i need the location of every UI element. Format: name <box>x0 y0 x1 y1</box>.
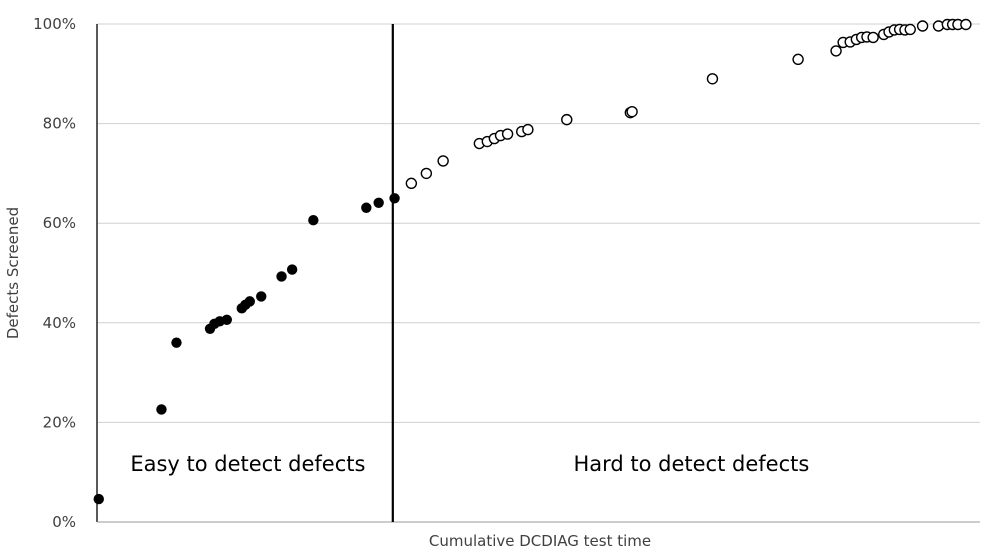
data-point-hollow <box>420 167 433 180</box>
data-point-filled <box>286 264 298 275</box>
gridlines <box>97 23 980 423</box>
data-point-hollow <box>561 113 573 126</box>
y-tick-label: 40% <box>43 314 76 332</box>
data-point-hollow <box>626 105 638 118</box>
data-point-filled <box>93 493 104 505</box>
data-point-hollow <box>916 20 929 32</box>
data-point-filled <box>156 404 167 415</box>
data-point-hollow <box>405 177 418 190</box>
data-point-hollow <box>830 45 842 57</box>
region-label-easy: Easy to detect defects <box>130 452 365 476</box>
data-point-filled <box>256 291 267 302</box>
data-point-filled <box>361 202 372 213</box>
data-point-filled <box>244 296 255 307</box>
y-tick-labels: 0% 20% 40% 60% 80% 100% <box>33 15 76 531</box>
data-point-hollow <box>522 123 534 136</box>
y-tick-label: 20% <box>43 413 76 431</box>
data-point-filled <box>276 271 287 282</box>
y-axis-title: Defects Screened <box>4 207 22 339</box>
y-tick-label: 80% <box>43 115 76 133</box>
y-tick-label: 60% <box>43 214 76 232</box>
data-point-filled <box>171 337 182 348</box>
data-point-hollow <box>960 18 972 31</box>
y-tick-label: 0% <box>52 513 76 531</box>
x-axis-title: Cumulative DCDIAG test time <box>429 532 651 550</box>
data-points <box>93 18 972 505</box>
data-point-filled <box>221 314 233 326</box>
data-point-filled <box>308 215 319 226</box>
data-point-hollow <box>792 53 804 66</box>
data-point-hollow <box>501 128 514 140</box>
data-point-hollow <box>437 155 449 167</box>
data-point-filled <box>389 193 400 204</box>
data-point-hollow <box>904 23 916 36</box>
data-point-hollow <box>706 73 719 85</box>
data-point-hollow <box>867 31 879 44</box>
data-point-filled <box>373 197 384 208</box>
y-tick-label: 100% <box>33 15 76 33</box>
region-label-hard: Hard to detect defects <box>573 452 809 476</box>
